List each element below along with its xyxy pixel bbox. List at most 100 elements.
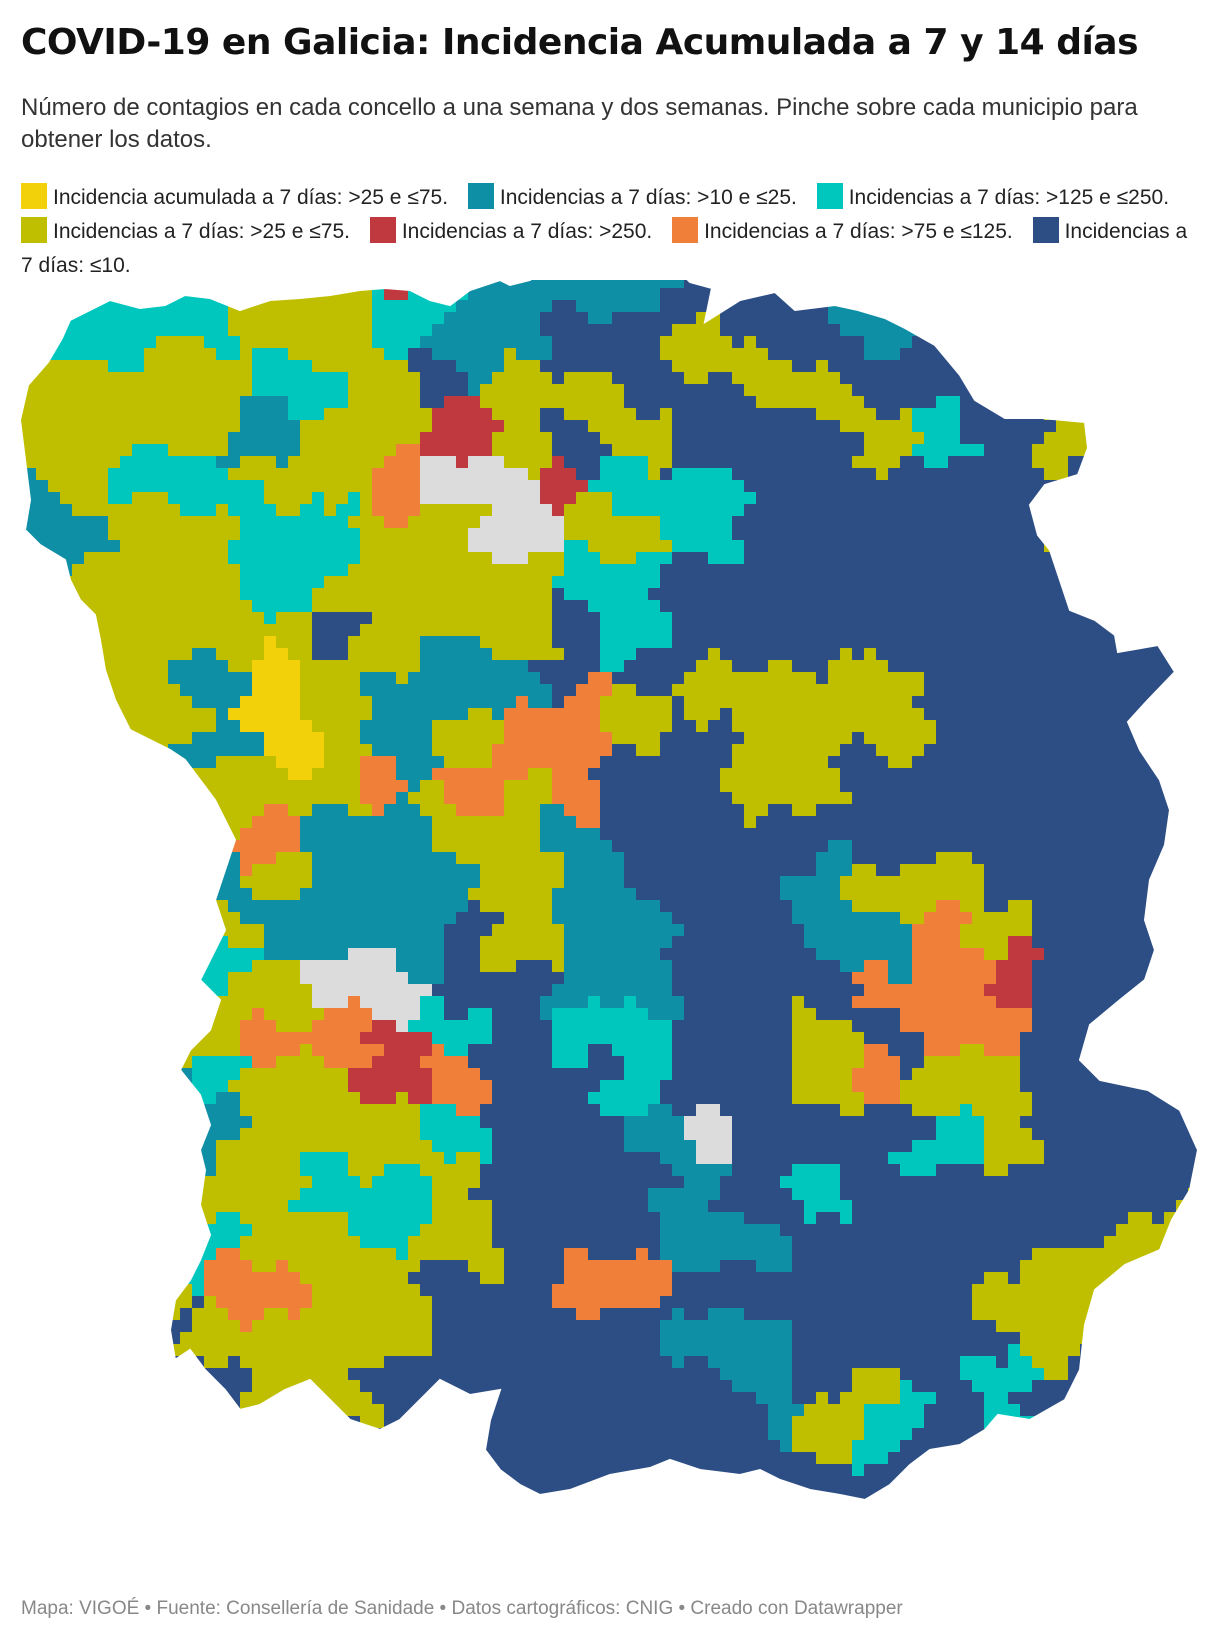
municipality-cell[interactable] — [876, 528, 889, 541]
municipality-cell[interactable] — [1116, 660, 1129, 673]
municipality-cell[interactable] — [108, 468, 121, 481]
municipality-cell[interactable] — [1200, 720, 1213, 733]
municipality-cell[interactable] — [96, 636, 109, 649]
municipality-cell[interactable] — [144, 456, 157, 469]
municipality-cell[interactable] — [864, 612, 877, 625]
municipality-cell[interactable] — [492, 540, 505, 553]
municipality-cell[interactable] — [768, 324, 781, 337]
municipality-cell[interactable] — [984, 816, 997, 829]
municipality-cell[interactable] — [456, 420, 469, 433]
municipality-cell[interactable] — [192, 348, 205, 361]
municipality-cell[interactable] — [1200, 540, 1213, 553]
municipality-cell[interactable] — [1200, 396, 1213, 409]
municipality-cell[interactable] — [324, 504, 337, 517]
municipality-cell[interactable] — [996, 516, 1009, 529]
municipality-cell[interactable] — [264, 660, 277, 673]
municipality-cell[interactable] — [1032, 732, 1045, 745]
municipality-cell[interactable] — [108, 552, 121, 565]
municipality-cell[interactable] — [120, 804, 133, 817]
municipality-cell[interactable] — [288, 612, 301, 625]
municipality-cell[interactable] — [816, 696, 829, 709]
municipality-cell[interactable] — [408, 756, 421, 769]
municipality-cell[interactable] — [624, 468, 637, 481]
municipality-cell[interactable] — [228, 660, 241, 673]
municipality-cell[interactable] — [744, 444, 757, 457]
municipality-cell[interactable] — [564, 780, 577, 793]
municipality-cell[interactable] — [1056, 600, 1069, 613]
municipality-cell[interactable] — [492, 480, 505, 493]
municipality-cell[interactable] — [996, 444, 1009, 457]
municipality-cell[interactable] — [48, 492, 61, 505]
municipality-cell[interactable] — [264, 816, 277, 829]
municipality-cell[interactable] — [804, 564, 817, 577]
municipality-cell[interactable] — [636, 564, 649, 577]
municipality-cell[interactable] — [1200, 420, 1213, 433]
municipality-cell[interactable] — [1176, 528, 1189, 541]
municipality-cell[interactable] — [540, 444, 553, 457]
municipality-cell[interactable] — [1128, 312, 1141, 325]
municipality-cell[interactable] — [804, 288, 817, 301]
municipality-cell[interactable] — [228, 288, 241, 301]
municipality-cell[interactable] — [408, 648, 421, 661]
municipality-cell[interactable] — [1212, 624, 1220, 637]
municipality-cell[interactable] — [780, 480, 793, 493]
municipality-cell[interactable] — [1116, 780, 1129, 793]
municipality-cell[interactable] — [180, 432, 193, 445]
municipality-cell[interactable] — [1044, 720, 1057, 733]
municipality-cell[interactable] — [1140, 300, 1153, 313]
municipality-cell[interactable] — [732, 516, 745, 529]
municipality-cell[interactable] — [720, 684, 733, 697]
municipality-cell[interactable] — [948, 600, 961, 613]
municipality-cell[interactable] — [372, 552, 385, 565]
municipality-cell[interactable] — [996, 780, 1009, 793]
municipality-cell[interactable] — [1092, 408, 1105, 421]
municipality-cell[interactable] — [612, 732, 625, 745]
municipality-cell[interactable] — [480, 384, 493, 397]
municipality-cell[interactable] — [408, 780, 421, 793]
municipality-cell[interactable] — [1020, 648, 1033, 661]
municipality-cell[interactable] — [540, 720, 553, 733]
municipality-cell[interactable] — [780, 336, 793, 349]
municipality-cell[interactable] — [1080, 756, 1093, 769]
municipality-cell[interactable] — [1128, 280, 1141, 289]
municipality-cell[interactable] — [84, 280, 97, 289]
municipality-cell[interactable] — [360, 564, 373, 577]
municipality-cell[interactable] — [144, 708, 157, 721]
municipality-cell[interactable] — [72, 792, 85, 805]
municipality-cell[interactable] — [552, 564, 565, 577]
municipality-cell[interactable] — [1176, 372, 1189, 385]
municipality-cell[interactable] — [240, 744, 253, 757]
municipality-cell[interactable] — [216, 636, 229, 649]
municipality-cell[interactable] — [36, 492, 49, 505]
municipality-cell[interactable] — [1188, 600, 1201, 613]
municipality-cell[interactable] — [756, 636, 769, 649]
municipality-cell[interactable] — [1080, 816, 1093, 829]
municipality-cell[interactable] — [924, 768, 937, 781]
municipality-cell[interactable] — [828, 312, 841, 325]
municipality-cell[interactable] — [264, 288, 277, 301]
municipality-cell[interactable] — [828, 588, 841, 601]
municipality-cell[interactable] — [924, 756, 937, 769]
municipality-cell[interactable] — [396, 444, 409, 457]
municipality-cell[interactable] — [1008, 528, 1021, 541]
municipality-cell[interactable] — [684, 648, 697, 661]
municipality-cell[interactable] — [1056, 396, 1069, 409]
municipality-cell[interactable] — [600, 348, 613, 361]
municipality-cell[interactable] — [996, 636, 1009, 649]
municipality-cell[interactable] — [852, 816, 865, 829]
municipality-cell[interactable] — [780, 720, 793, 733]
municipality-cell[interactable] — [792, 480, 805, 493]
municipality-cell[interactable] — [396, 468, 409, 481]
municipality-cell[interactable] — [660, 372, 673, 385]
municipality-cell[interactable] — [696, 516, 709, 529]
municipality-cell[interactable] — [1056, 456, 1069, 469]
municipality-cell[interactable] — [1128, 468, 1141, 481]
municipality-cell[interactable] — [168, 720, 181, 733]
municipality-cell[interactable] — [1020, 780, 1033, 793]
municipality-cell[interactable] — [216, 456, 229, 469]
municipality-cell[interactable] — [420, 504, 433, 517]
municipality-cell[interactable] — [1212, 396, 1220, 409]
municipality-cell[interactable] — [780, 636, 793, 649]
municipality-cell[interactable] — [1020, 360, 1033, 373]
municipality-cell[interactable] — [1092, 360, 1105, 373]
